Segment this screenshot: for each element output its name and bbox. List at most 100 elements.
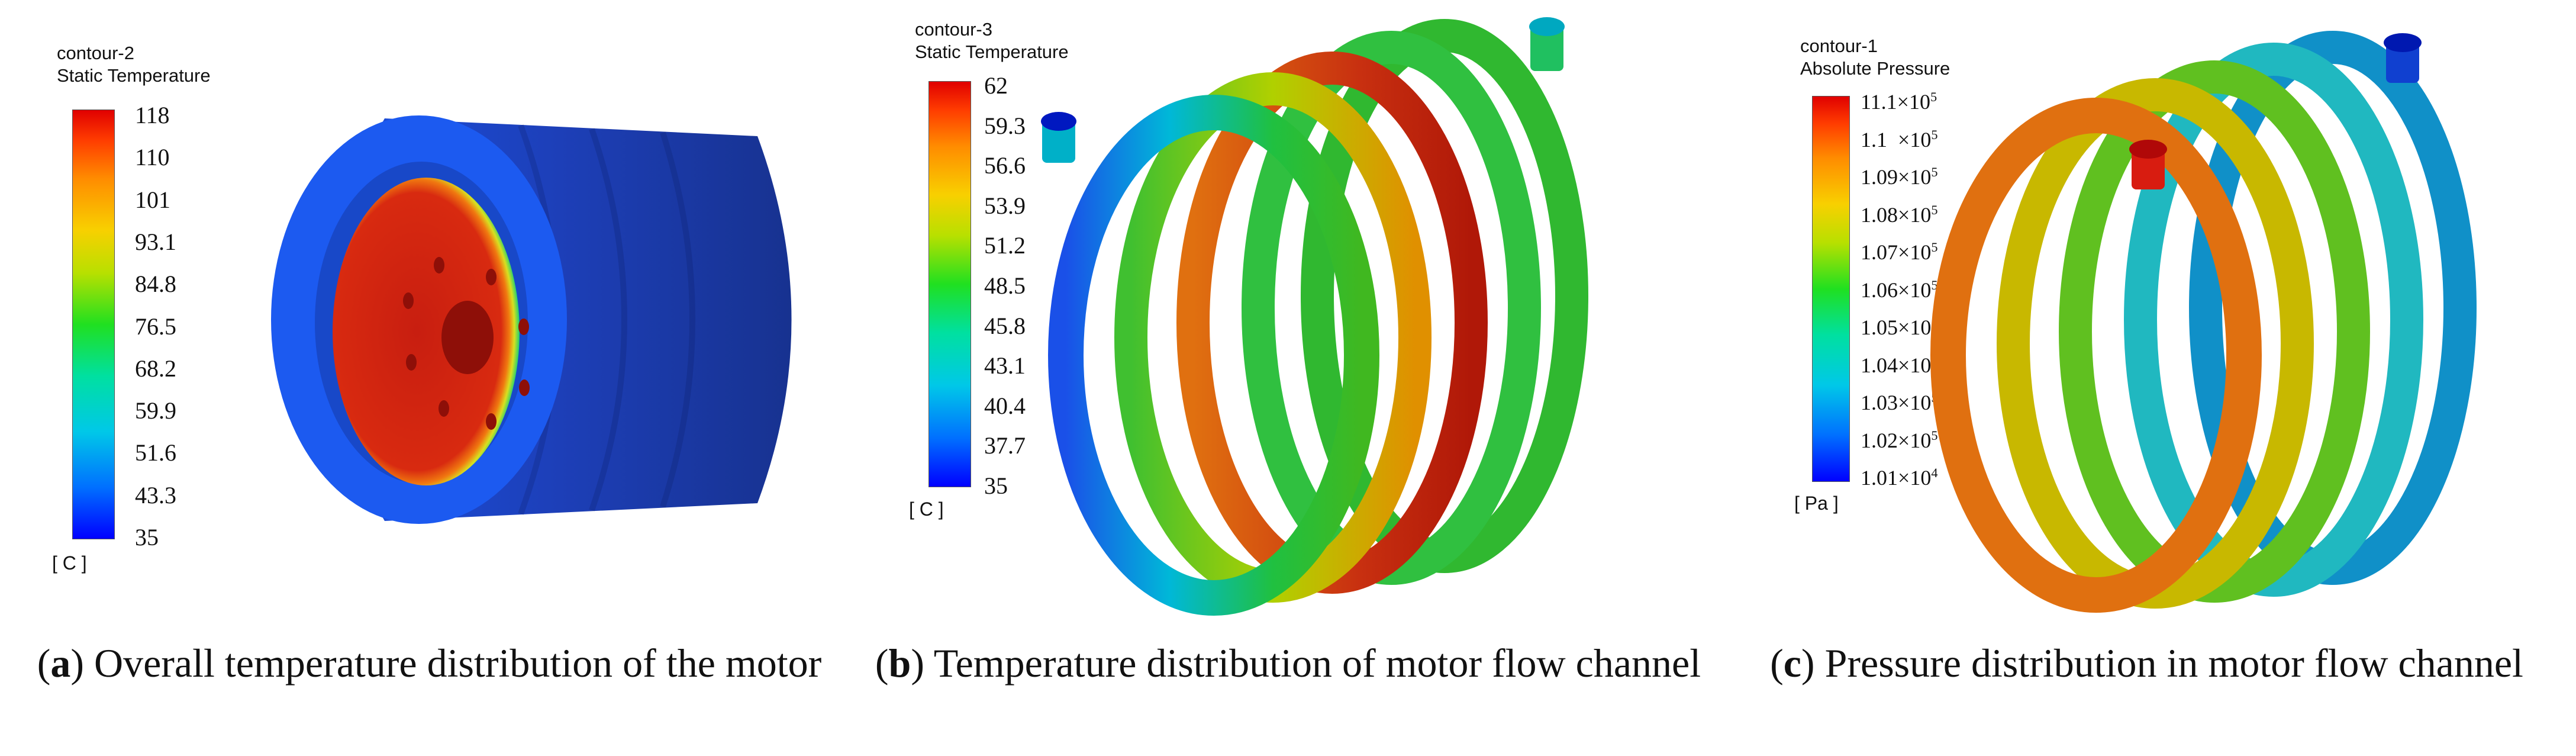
tick-label: 51.2 (984, 232, 1026, 259)
caption-text: Pressure distribution in motor flow chan… (1824, 641, 2523, 686)
coil-turn-0 (1930, 98, 2262, 613)
legend-quantity: Static Temperature (57, 65, 211, 86)
tick-mantissa: 11.1 (1861, 90, 1897, 114)
unit-label: [ C ] (909, 498, 944, 520)
tick-mantissa: 1.04 (1861, 353, 1898, 377)
tick-base: 10 (1910, 165, 1932, 189)
tick-label: 43.1 (984, 352, 1026, 379)
tick-mantissa: 1.07 (1861, 240, 1898, 264)
tick-times: × (1898, 353, 1910, 377)
tick-label: 1.04×105 (1861, 353, 1937, 377)
unit-label: [ Pa ] (1794, 493, 1839, 514)
tick-label: 35 (135, 524, 159, 551)
tick-label: 37.7 (984, 432, 1026, 459)
caption-letter: c (1783, 641, 1801, 686)
tick-times: × (1898, 316, 1910, 339)
legend-quantity: Static Temperature (915, 41, 1069, 62)
tick-label: 11.1×105 (1861, 90, 1937, 114)
caption-letter: b (888, 641, 911, 686)
tick-label: 45.8 (984, 312, 1026, 339)
legend-name: contour-2 (57, 43, 134, 63)
panel-b: contour-3 Static Temperature 62 59.3 56.6 5… (859, 0, 1717, 756)
coil-render (1041, 17, 1588, 616)
tick-label: 59.9 (135, 397, 176, 424)
tick-times: × (1898, 202, 1910, 227)
unit-label: [ C ] (52, 552, 87, 574)
tick-exponent: 5 (1931, 165, 1938, 179)
tick-base: 10 (1910, 391, 1932, 414)
panel-a: contour-2 Static Temperature 118 110 101 93… (0, 0, 859, 756)
coil-turn-0 (1048, 95, 1379, 616)
caption-text: Temperature distribution of motor flow c… (933, 641, 1701, 686)
bolt-holes (403, 257, 530, 430)
tick-label: 110 (135, 144, 170, 171)
outlet-pipe (1530, 24, 1563, 71)
tick-exponent: 5 (1931, 202, 1938, 217)
tick-label: 56.6 (984, 152, 1026, 179)
colorbar (928, 81, 971, 487)
tick-label: 1.06×105 (1861, 278, 1937, 302)
tick-label: 1.09×105 (1861, 165, 1937, 189)
outlet-pipe (2386, 41, 2419, 83)
tick-base: 10 (1910, 127, 1932, 152)
tick-base: 10 (1910, 466, 1932, 490)
inlet-port (1041, 112, 1076, 131)
tick-label: 68.2 (135, 355, 176, 382)
tick-times: × (1898, 428, 1910, 452)
tick-times: × (1898, 278, 1910, 302)
tick-mantissa: 1.09 (1861, 165, 1898, 189)
tick-exponent: 4 (1931, 465, 1938, 480)
tick-label: 35 (984, 472, 1008, 499)
caption-letter: a (50, 641, 71, 686)
tick-mantissa: 1.06 (1861, 278, 1898, 302)
colorbar-ticks: 62 59.3 56.6 53.9 51.2 48.5 45.8 43.1 40.4 37.7 35 (984, 74, 1102, 498)
tick-label: 1.05×105 (1861, 316, 1937, 339)
caption: (b) Temperature distribution of motor fl… (875, 641, 1701, 686)
tick-label: 84.8 (135, 271, 176, 298)
legend-quantity: Absolute Pressure (1800, 58, 1950, 79)
outlet-port (2384, 33, 2422, 52)
outlet-port (1529, 17, 1565, 36)
tick-base: 10 (1910, 202, 1932, 227)
tick-label: 53.9 (984, 192, 1026, 219)
tick-mantissa: 1.02 (1861, 428, 1898, 452)
tick-times: × (1898, 391, 1910, 414)
shaft-hole (441, 301, 494, 374)
panel-c: contour-1 Absolute Pressure 11.1×105 1.1 … (1717, 0, 2576, 756)
tick-base: 10 (1910, 428, 1932, 452)
tick-exponent: 5 (1930, 89, 1937, 104)
tick-label: 59.3 (984, 112, 1026, 139)
tick-mantissa: 1.08 (1861, 202, 1898, 227)
tick-label: 1.02×105 (1861, 429, 1937, 452)
tick-times: × (1898, 466, 1910, 490)
tick-label: 1.03×105 (1861, 391, 1937, 414)
caption-text: Overall temperature distribution of the … (94, 641, 822, 686)
tick-label: 93.1 (135, 228, 176, 255)
legend-name: contour-3 (915, 19, 992, 40)
tick-exponent: 5 (1931, 240, 1938, 255)
coil-pressure-render (1930, 31, 2477, 613)
colorbar (1812, 96, 1850, 482)
tick-label: 1.07×105 (1861, 240, 1937, 264)
tick-base: 10 (1910, 240, 1932, 264)
tick-mantissa: 1.05 (1861, 316, 1898, 339)
end-face (333, 178, 520, 485)
tick-label: 48.5 (984, 272, 1026, 299)
tick-label: 43.3 (135, 481, 176, 509)
tick-label: 101 (135, 186, 170, 213)
tick-mantissa: 1.03 (1861, 391, 1898, 414)
inlet-port (2129, 140, 2167, 159)
tick-mantissa: 1.01 (1861, 466, 1898, 490)
tick-label: 76.5 (135, 313, 176, 340)
tick-times: × (1898, 165, 1910, 189)
tick-base: 10 (1910, 316, 1932, 339)
caption: (c) Pressure distribution in motor flow … (1770, 641, 2523, 686)
inlet-pipe (2132, 148, 2165, 189)
tick-times: × (1887, 127, 1910, 152)
colorbar (72, 110, 115, 539)
tick-exponent: 5 (1931, 277, 1938, 292)
colorbar-ticks: 118 110 101 93.1 84.8 76.5 68.2 59.9 51.6 43.3 35 (135, 104, 253, 549)
tick-label: 1.1 ×105 (1861, 128, 1937, 152)
motor-render (271, 115, 792, 524)
tick-label: 51.6 (135, 439, 176, 467)
